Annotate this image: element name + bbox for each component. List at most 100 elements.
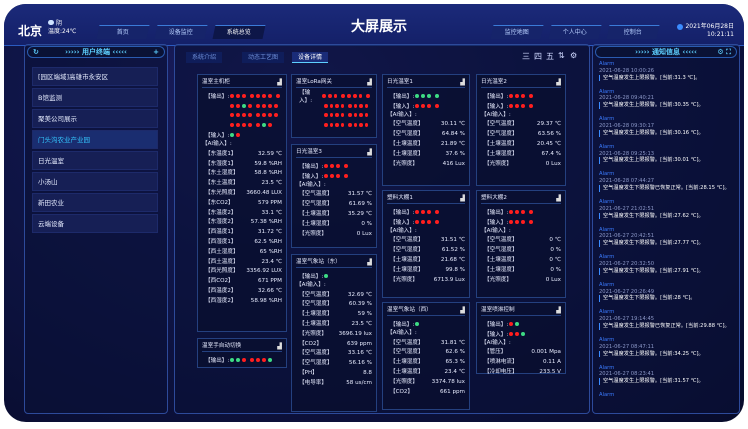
nav-device-monitor[interactable]: 设备监控 [154,25,208,39]
status-led-red [529,93,533,98]
alarm-item[interactable]: Alarm 2021-06-27 21:02:51 空气温度发生下限报警。[当前:2… [599,199,735,220]
layout-4-button[interactable]: 四 [534,52,542,61]
sensor-label: 【光照度】 [484,160,512,167]
chart-icon[interactable]: ▟ [460,195,465,202]
led-row: 【输出】: [481,207,561,217]
terminal-list-item[interactable]: 新田农业 [32,193,158,212]
add-icon[interactable]: + [153,48,159,56]
refresh-icon[interactable]: ↻ [33,48,39,56]
chart-icon[interactable]: ▟ [556,307,561,314]
status-led-red [521,103,525,108]
alarm-level: Alarm [599,171,615,178]
panel-title: 通知信息 [652,48,680,56]
status-led-red [335,113,339,118]
terminal-list-item[interactable]: 小汤山 [32,172,158,191]
alarm-item[interactable]: Alarm 2021-06-28 09:30:17 空气温度发生上限报警。[当前:3… [599,116,735,137]
terminal-list-item[interactable]: 云端设备 [32,214,158,233]
sensor-label: 【土壤湿度】 [299,220,333,227]
io-label: 【输入】: [390,219,415,226]
sensor-label: 【空气湿度】 [299,201,333,208]
tab-process-diagram[interactable]: 动态工艺图 [242,52,285,63]
sensor-label: 【管压】 [484,349,507,356]
sensor-label: 【光照度】 [390,160,418,167]
sensor-value: 58.8 %RH [254,170,282,177]
terminal-list-item[interactable]: 门头沟农业产业园 [32,130,158,149]
status-led-red [509,331,513,336]
sensor-row: 【土壤温度】 23.4 ℃ [387,368,465,378]
sensor-value: 579 PPM [257,199,282,206]
alarm-time: 2021-06-28 07:44:27 [599,178,655,185]
chart-icon[interactable]: ▟ [460,79,465,86]
sensor-value: 33.16 ℃ [347,350,372,357]
sensor-label: 【土壤温度】 [390,368,424,375]
alarm-message: 空气温度发生上限报警。[当前:31.57 ℃]。 [599,378,735,385]
gear-icon[interactable]: ⚙ [570,51,578,60]
sensor-value: 62.6 % [445,349,465,356]
sensor-label: 【空气温度】 [299,191,333,198]
chart-icon[interactable]: ▟ [556,195,561,202]
status-led-green [415,93,419,98]
nav-monitor-map[interactable]: 监控地图 [490,25,544,39]
sensor-row: 【西湿度2】 58.98 %RH [202,297,282,307]
sensor-value: 0 % [550,247,561,254]
alarm-item[interactable]: Alarm 2021-06-28 09:40:21 空气温度发生上限报警。[当前:3… [599,89,735,109]
card-title: 塑料大棚2 [481,195,507,201]
alarm-item[interactable]: Alarm 2021-06-28 09:25:13 空气温度发生上限报警。[当前:3… [599,144,735,165]
alarm-item[interactable]: Alarm 2021-06-27 20:26:49 空气温度发生下限报警。[当前:2… [599,282,735,303]
alarm-item[interactable]: Alarm 2021-06-27 08:23:41 空气温度发生上限报警。[当前:3… [599,365,735,385]
status-led-red [250,357,254,362]
terminal-list-item[interactable]: B馆监测 [32,88,158,107]
sort-icon[interactable]: ⇅ [558,51,565,60]
settings-icon[interactable]: ⚙ ⛶ [717,48,731,56]
alarm-item[interactable]: Alarm [599,392,735,399]
status-led-red [268,113,272,118]
sensor-label: 【东温度2】 [205,209,237,216]
ai-input-label: 【AI输入】: [387,227,417,234]
alarm-message: 空气温度发生上限报警已恢复正常。[当前:29.88 ℃]。 [599,322,735,330]
sensor-value: 31.81 ℃ [440,339,465,346]
chart-icon[interactable]: ▟ [460,307,465,314]
sensor-value: 0 Lux [356,230,372,237]
alarm-item[interactable]: Alarm 2021-06-27 08:47:11 空气温度发生上限报警。[当前:3… [599,337,735,358]
chart-icon[interactable]: ▟ [367,79,372,86]
led-row: 【输入】: [481,329,561,339]
alarm-item[interactable]: Alarm 2021-06-27 20:42:51 空气温度发生下限报警。[当前:2… [599,227,735,247]
card-title: 温室主机柜 [202,79,230,85]
sensor-row: 【土壤湿度】 37.6 % [387,150,465,160]
status-led-red [364,103,368,108]
chart-icon[interactable]: ▟ [367,149,372,156]
alarm-level: Alarm [599,364,615,371]
terminal-list-item[interactable]: 聚美公司展示 [32,109,158,128]
sensor-row: 【西光照度】 3356.92 LUX [202,267,282,277]
tab-device-details[interactable]: 设备详情 [292,52,329,63]
chart-icon[interactable]: ▟ [556,79,561,86]
nav-console[interactable]: 控制台 [606,25,660,39]
status-led-red [324,173,328,178]
layout-5-button[interactable]: 五 [546,52,554,61]
terminal-list-item[interactable]: 日光温室 [32,151,158,170]
sensor-value: 31.57 ℃ [347,191,372,198]
alarm-item[interactable]: Alarm 2021-06-28 07:44:27 空气温度发生下限报警已恢复正常。… [599,171,735,192]
alarm-item[interactable]: Alarm 2021-06-27 19:14:45 空气温度发生上限报警已恢复正常。… [599,309,735,330]
sensor-row: 【土壤湿度】 65.3 % [387,358,465,368]
sensor-label: 【土壤温度】 [299,210,333,217]
nav-home[interactable]: 首页 [96,25,150,39]
layout-3-button[interactable]: 三 [522,52,530,61]
status-led-red [509,219,513,224]
status-led-red [236,133,240,138]
status-led-red [336,163,340,168]
terminal-list-item[interactable]: [园区端域]高雄市永安区 [32,67,158,86]
nav-personal-center[interactable]: 个人中心 [548,25,602,39]
nav-system-overview[interactable]: 系统总览 [212,25,266,39]
status-led-red [330,173,334,178]
sensor-row: 【空气湿度】 61.52 % [387,246,465,256]
tab-system-intro[interactable]: 系统介绍 [186,52,223,63]
chart-icon[interactable]: ▟ [277,79,282,86]
chart-icon[interactable]: ▟ [277,343,282,350]
sensor-label: 【空气温度】 [390,237,424,244]
alarm-item[interactable]: Alarm 2021-06-28 10:00:26 空气温度发生上限报警。[当前:3… [599,61,735,82]
alarm-item[interactable]: Alarm 2021-06-27 20:32:50 空气温度发生下限报警。[当前:2… [599,254,735,275]
chart-icon[interactable]: ▟ [367,259,372,266]
date: 2021年06月28日 [685,23,734,30]
status-led-red [324,113,328,118]
